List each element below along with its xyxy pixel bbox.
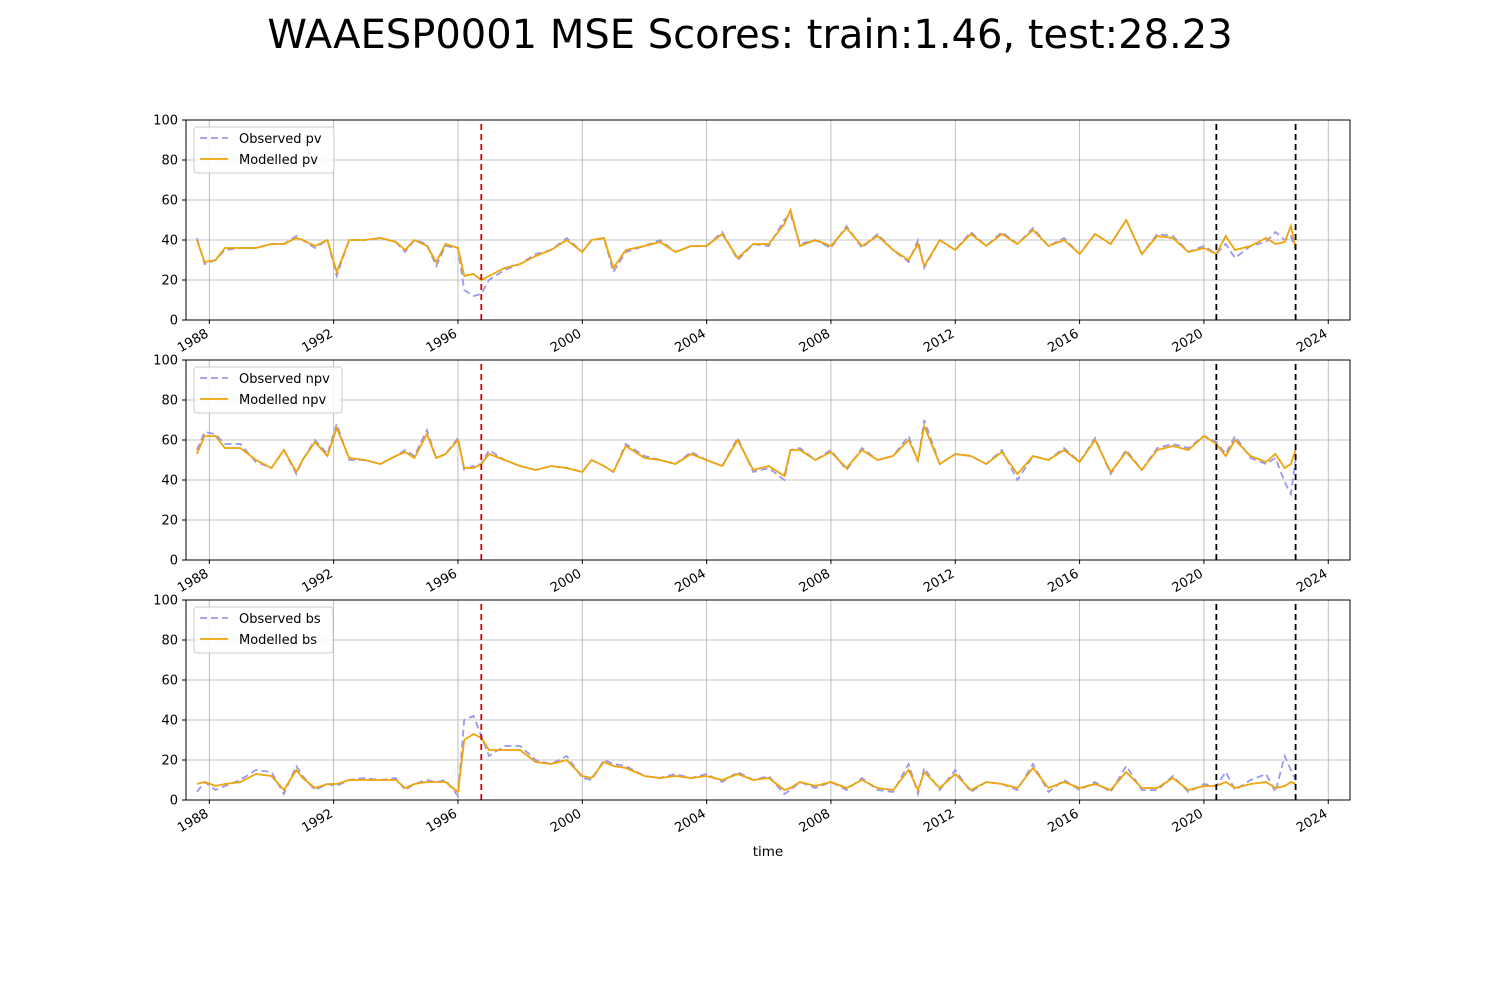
x-tick-label: 1988	[175, 566, 211, 596]
plot-frame	[185, 119, 1351, 321]
y-tick-label: 100	[153, 114, 178, 129]
y-tick-label: 20	[161, 274, 178, 289]
legend-box	[193, 126, 335, 174]
modelled-pv-line	[196, 207, 1297, 282]
legend-box	[193, 366, 343, 414]
y-tick-label: 40	[161, 234, 178, 249]
y-tick-label: 20	[161, 514, 178, 529]
x-tick-label: 1992	[299, 326, 335, 356]
legend-modelled-label: Modelled pv	[239, 153, 318, 168]
x-tick-label: 1992	[299, 566, 335, 596]
legend-observed-label: Observed pv	[239, 132, 322, 147]
chart-title: WAAESP0001 MSE Scores: train:1.46, test:…	[267, 12, 1233, 58]
y-tick-label: 60	[161, 194, 178, 209]
x-tick-label: 2016	[1045, 806, 1081, 836]
y-tick-label: 20	[161, 754, 178, 769]
legend-modelled-label: Modelled npv	[239, 393, 327, 408]
x-tick-label: 2016	[1045, 326, 1081, 356]
x-tick-label: 1992	[299, 806, 335, 836]
x-tick-label: 2024	[1294, 326, 1330, 356]
x-tick-label: 1996	[424, 806, 460, 836]
x-tick-label: 2016	[1045, 566, 1081, 596]
legend-pv: Observed pv Modelled pv	[193, 126, 335, 174]
legend-observed-label: Observed npv	[239, 372, 330, 387]
x-tick-label: 2004	[672, 566, 708, 596]
modelled-npv-line	[196, 422, 1297, 478]
x-tick-label: 2000	[548, 566, 584, 596]
x-axis-label: time	[753, 844, 784, 860]
y-tick-label: 60	[161, 434, 178, 449]
y-tick-label: 80	[161, 634, 178, 649]
legend-modelled-label: Modelled bs	[239, 633, 317, 648]
x-tick-label: 1996	[424, 566, 460, 596]
legend-box	[193, 606, 334, 654]
plot-frame	[185, 599, 1351, 801]
x-tick-label: 1988	[175, 806, 211, 836]
x-tick-label: 2000	[548, 326, 584, 356]
x-tick-label: 2004	[672, 806, 708, 836]
x-tick-label: 2020	[1170, 326, 1206, 356]
observed-bs-line	[196, 714, 1297, 799]
y-tick-label: 60	[161, 674, 178, 689]
x-tick-label: 2024	[1294, 566, 1330, 596]
x-tick-label: 1988	[175, 326, 211, 356]
y-tick-label: 40	[161, 474, 178, 489]
y-tick-label: 0	[170, 794, 178, 809]
y-tick-label: 100	[153, 354, 178, 369]
x-tick-label: 2012	[921, 806, 957, 836]
x-tick-label: 2012	[921, 566, 957, 596]
x-tick-label: 2020	[1170, 806, 1206, 836]
x-tick-label: 1996	[424, 326, 460, 356]
x-tick-label: 2008	[797, 326, 833, 356]
modelled-bs-line	[196, 732, 1296, 794]
y-tick-label: 100	[153, 594, 178, 609]
legend-observed-label: Observed bs	[239, 612, 321, 627]
x-tick-label: 2024	[1294, 806, 1330, 836]
y-tick-label: 40	[161, 714, 178, 729]
x-tick-label: 2004	[672, 326, 708, 356]
y-tick-label: 0	[170, 314, 178, 329]
legend-npv: Observed npv Modelled npv	[193, 366, 343, 414]
x-tick-label: 2008	[797, 566, 833, 596]
y-tick-label: 80	[161, 394, 178, 409]
panel-npv: 0 20 40 60 80 100 1988 1992 1996 2000 2004 2008 2012…	[153, 354, 1351, 596]
plot-frame	[185, 359, 1351, 561]
x-tick-label: 2008	[797, 806, 833, 836]
legend-bs: Observed bs Modelled bs	[193, 606, 334, 654]
y-tick-label: 80	[161, 154, 178, 169]
x-tick-label: 2020	[1170, 566, 1206, 596]
y-tick-label: 0	[170, 554, 178, 569]
panel-pv: 0 20 40 60 80 100 1988 1992 1996 2000 2004 2008 2012…	[153, 114, 1351, 356]
panel-bs: 0 20 40 60 80 100 1988 1992 1996 2000 2004 2008 2012…	[153, 594, 1351, 836]
x-tick-label: 2000	[548, 806, 584, 836]
x-tick-label: 2012	[921, 326, 957, 356]
observed-pv-line	[196, 212, 1297, 297]
